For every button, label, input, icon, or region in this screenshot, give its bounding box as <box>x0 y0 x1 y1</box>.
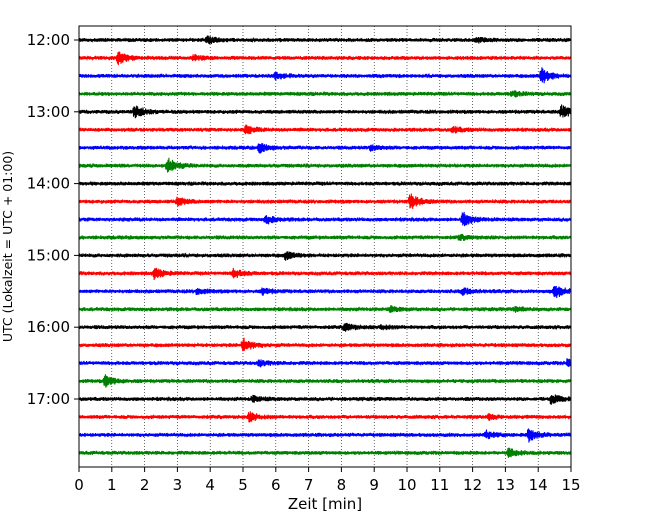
x-tick-label: 13 <box>496 476 515 494</box>
trace-line <box>78 394 572 405</box>
trace-line <box>78 180 572 187</box>
trace-line <box>78 104 572 119</box>
trace-line <box>78 193 572 209</box>
x-tick-label: 9 <box>369 476 379 494</box>
trace-line <box>78 322 572 332</box>
trace-line <box>78 233 572 241</box>
x-tick-label: 11 <box>430 476 449 494</box>
trace-line <box>78 374 572 388</box>
y-tick-label: 16:00 <box>27 318 70 336</box>
trace-line <box>78 124 572 135</box>
y-tick-label: 12:00 <box>27 31 70 49</box>
trace-line <box>78 142 572 154</box>
x-tick-label: 4 <box>205 476 215 494</box>
y-tick-label: 13:00 <box>27 103 70 121</box>
x-axis-label: Zeit [min] <box>288 495 362 513</box>
y-tick-label: 17:00 <box>27 390 70 408</box>
trace-line <box>78 251 572 261</box>
trace-line <box>78 67 572 84</box>
x-tick-label: 7 <box>304 476 314 494</box>
trace-line <box>78 358 572 368</box>
y-tick-label: 14:00 <box>27 175 70 193</box>
x-tick-label: 12 <box>463 476 482 494</box>
x-tick-label: 6 <box>271 476 281 494</box>
trace-group <box>78 35 572 458</box>
y-axis-label: UTC (Lokalzeit = UTC + 01:00) <box>0 151 15 342</box>
x-tick-label: 5 <box>238 476 248 494</box>
x-tick-label: 0 <box>74 476 84 494</box>
trace-line <box>78 51 572 66</box>
trace-line <box>78 428 572 443</box>
trace-line <box>78 305 572 313</box>
x-tick-label: 10 <box>397 476 416 494</box>
axes-group: 0 1 2 3 4 5 6 7 8 9 10 11 12 13 14 1512:0013:0014:0015:… <box>27 25 581 494</box>
trace-line <box>78 90 572 98</box>
trace-line <box>78 337 572 352</box>
x-tick-label: 1 <box>107 476 117 494</box>
x-tick-label: 14 <box>529 476 548 494</box>
trace-line <box>78 267 572 280</box>
trace-line <box>78 447 572 458</box>
x-tick-label: 8 <box>337 476 347 494</box>
x-tick-label: 3 <box>173 476 183 494</box>
trace-line <box>78 157 572 173</box>
plot-frame <box>78 25 572 468</box>
trace-line <box>78 35 572 45</box>
trace-line <box>78 285 572 299</box>
trace-line <box>78 211 572 227</box>
x-tick-label: 2 <box>140 476 150 494</box>
trace-line <box>78 411 572 423</box>
x-tick-label: 15 <box>561 476 580 494</box>
y-tick-label: 15:00 <box>27 246 70 264</box>
